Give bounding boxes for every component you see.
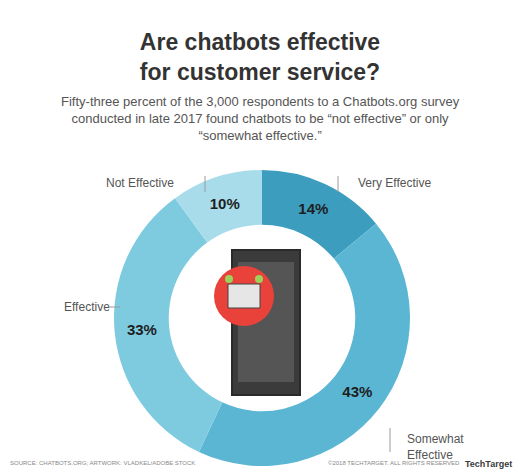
svg-text:43%: 43% [342, 383, 372, 400]
svg-text:SOURCE: CHATBOTS.ORG; ARTWORK:: SOURCE: CHATBOTS.ORG; ARTWORK: VLADKEL/A… [10, 460, 195, 466]
svg-text:Very Effective: Very Effective [358, 176, 431, 190]
svg-text:Effective: Effective [64, 300, 110, 314]
svg-text:Are chatbots effectivefor cust: Are chatbots effectivefor customer servi… [140, 29, 380, 85]
svg-text:Fifty-three percent of the 3,0: Fifty-three percent of the 3,000 respond… [61, 94, 460, 143]
svg-text:10%: 10% [210, 195, 240, 212]
svg-text:©2018 TECHTARGET. ALL RIGHTS R: ©2018 TECHTARGET. ALL RIGHTS RESERVED [328, 460, 460, 466]
svg-text:TechTarget: TechTarget [465, 459, 512, 469]
svg-text:33%: 33% [127, 321, 157, 338]
svg-text:SomewhatEffective: SomewhatEffective [407, 432, 464, 462]
svg-text:Not Effective: Not Effective [106, 176, 174, 190]
svg-text:14%: 14% [298, 200, 328, 217]
